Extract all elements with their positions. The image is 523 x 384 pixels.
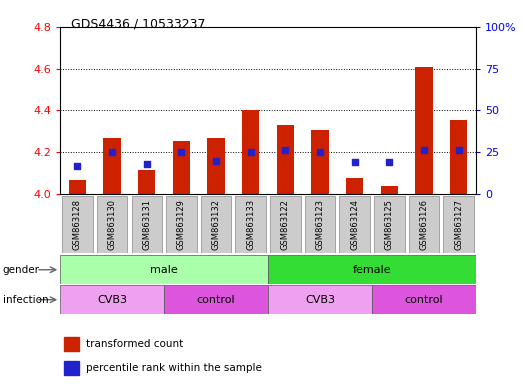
Point [350,159,359,165]
Bar [64,337,79,351]
Bar [346,178,363,194]
Text: GSM863128: GSM863128 [73,199,82,250]
Bar [69,180,86,194]
Text: GSM863122: GSM863122 [281,199,290,250]
Point [108,149,116,155]
Text: GSM863132: GSM863132 [212,199,221,250]
Text: male: male [150,265,178,275]
Text: percentile rank within the sample: percentile rank within the sample [86,362,262,372]
Bar [104,137,121,194]
Bar [208,137,225,194]
Bar [268,285,372,314]
Point [246,149,255,155]
Text: transformed count: transformed count [86,339,184,349]
Point [143,161,151,167]
Bar [408,196,439,253]
Bar [164,285,268,314]
Point [420,147,428,154]
Bar [235,196,266,253]
Text: GSM863126: GSM863126 [419,199,428,250]
Text: GSM863130: GSM863130 [108,199,117,250]
Text: CVB3: CVB3 [97,295,127,305]
Text: GSM863131: GSM863131 [142,199,151,250]
Bar [305,196,335,253]
Bar [372,285,476,314]
Text: gender: gender [3,265,40,275]
Bar [173,141,190,194]
Point [177,149,186,155]
Bar [64,361,79,375]
Bar [374,196,405,253]
Bar [97,196,128,253]
Point [316,149,324,155]
Bar [270,196,301,253]
Bar [131,196,162,253]
Bar [381,185,398,194]
Bar [138,170,155,194]
Point [454,147,463,154]
Text: GSM863133: GSM863133 [246,199,255,250]
Bar [201,196,231,253]
Text: GSM863123: GSM863123 [315,199,324,250]
Bar [60,285,164,314]
Text: GSM863129: GSM863129 [177,199,186,250]
Bar [60,255,268,284]
Bar [268,255,476,284]
Bar [166,196,197,253]
Bar [339,196,370,253]
Text: infection: infection [3,295,48,305]
Bar [450,120,467,194]
Point [73,162,82,169]
Point [281,147,290,154]
Bar [277,125,294,194]
Text: GSM863125: GSM863125 [385,199,394,250]
Text: GSM863124: GSM863124 [350,199,359,250]
Bar [242,111,259,194]
Bar [62,196,93,253]
Point [385,159,393,165]
Text: GDS4436 / 10533237: GDS4436 / 10533237 [71,17,205,30]
Text: control: control [405,295,444,305]
Text: CVB3: CVB3 [305,295,335,305]
Point [212,157,220,164]
Text: control: control [197,295,235,305]
Bar [444,196,474,253]
Text: female: female [353,265,391,275]
Bar [415,66,433,194]
Bar [311,130,328,194]
Text: GSM863127: GSM863127 [454,199,463,250]
